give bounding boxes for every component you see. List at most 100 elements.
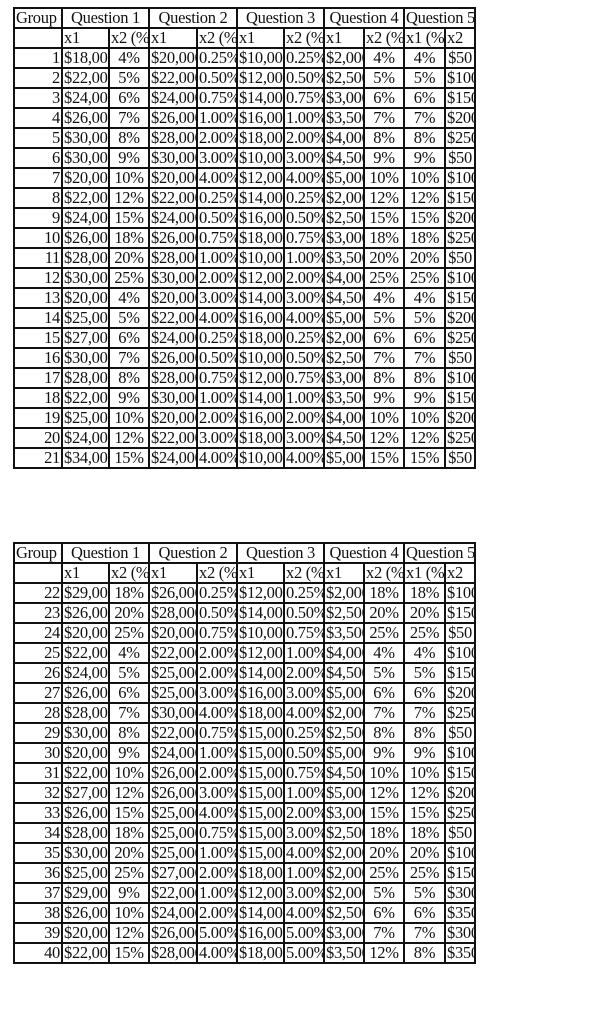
- table-cell: $28,000: [61, 247, 110, 269]
- table-cell: $20,000: [61, 622, 110, 644]
- table-cell: $24,000: [61, 427, 110, 449]
- table-cell: $4,000: [323, 407, 365, 429]
- table-cell: 2.00%: [283, 662, 325, 684]
- table-cell: $26,000: [61, 602, 110, 624]
- table-cell: $30,000: [61, 147, 110, 169]
- table-row: 26$24,0005%$25,0002.00%$14,0002.00%$4,50…: [13, 662, 476, 684]
- table-cell: $5,000: [323, 682, 365, 704]
- subheader: x2 (%): [196, 27, 238, 49]
- table-cell: $30,000: [61, 347, 110, 369]
- table-cell: $50: [444, 47, 476, 69]
- table-cell: $250: [444, 702, 476, 724]
- table-cell: 10%: [108, 902, 150, 924]
- table-cell: 0.50%: [283, 602, 325, 624]
- table-cell: 25%: [403, 267, 446, 289]
- table-cell: $5,000: [323, 742, 365, 764]
- table-cell: $22,000: [148, 882, 198, 904]
- table-cell: 10%: [403, 762, 446, 784]
- table-cell: $26,000: [61, 682, 110, 704]
- table-cell: 8%: [403, 127, 446, 149]
- table-cell: 6%: [403, 87, 446, 109]
- table-cell: $25,000: [148, 662, 198, 684]
- table-cell: 5.00%: [196, 922, 238, 944]
- table-cell: 5%: [363, 307, 405, 329]
- table-cell: $150: [444, 762, 476, 784]
- table-row: 23$26,00020%$28,0000.50%$14,0000.50%$2,5…: [13, 602, 476, 624]
- table-cell: $250: [444, 802, 476, 824]
- table-cell: 0.75%: [196, 722, 238, 744]
- table-cell: 0.75%: [196, 622, 238, 644]
- table-row: 34$28,00018%$25,0000.75%$15,0003.00%$2,5…: [13, 822, 476, 844]
- table-cell: 10%: [403, 407, 446, 429]
- question-header: Question 3: [236, 542, 325, 564]
- table-cell: 2.00%: [283, 127, 325, 149]
- table-cell: 4.00%: [283, 902, 325, 924]
- table-cell: 4%: [363, 642, 405, 664]
- table-cell: 20%: [363, 247, 405, 269]
- table-cell: $250: [444, 127, 476, 149]
- table-cell: $25,000: [61, 407, 110, 429]
- subheader: x2 (%): [108, 562, 150, 584]
- table-cell: $16,000: [236, 682, 285, 704]
- table-cell: 8%: [403, 942, 446, 964]
- table-cell: 4.00%: [283, 307, 325, 329]
- table-cell: 25%: [108, 622, 150, 644]
- table-cell: 15%: [108, 942, 150, 964]
- table-cell: $4,500: [323, 427, 365, 449]
- table-cell: 6%: [108, 682, 150, 704]
- table-cell: $25,000: [148, 822, 198, 844]
- table-row: 20$24,00012%$22,0003.00%$18,0003.00%$4,5…: [13, 427, 476, 449]
- table-cell: $100: [444, 842, 476, 864]
- subheader: x1: [236, 27, 285, 49]
- table-row: 7$20,00010%$20,0004.00%$12,0004.00%$5,00…: [13, 167, 476, 189]
- table-cell: $150: [444, 662, 476, 684]
- table-cell: 20%: [403, 842, 446, 864]
- table-cell: 15%: [108, 207, 150, 229]
- table-cell: 1.00%: [196, 842, 238, 864]
- table-cell: 1.00%: [196, 247, 238, 269]
- table-cell: $50: [444, 622, 476, 644]
- table-cell: 4.00%: [196, 702, 238, 724]
- table-cell: $26,000: [148, 582, 198, 604]
- group-number: 21: [13, 447, 63, 469]
- table-cell: $22,000: [148, 642, 198, 664]
- group-number: 6: [13, 147, 63, 169]
- table-cell: $100: [444, 367, 476, 389]
- table-cell: 1.00%: [283, 107, 325, 129]
- table-cell: $20,000: [61, 742, 110, 764]
- table-cell: 10%: [363, 762, 405, 784]
- table-cell: 25%: [108, 862, 150, 884]
- table-cell: 0.25%: [283, 722, 325, 744]
- table-cell: 9%: [403, 387, 446, 409]
- table-cell: 5%: [108, 307, 150, 329]
- table-cell: 0.50%: [283, 207, 325, 229]
- table-cell: 1.00%: [196, 882, 238, 904]
- table-cell: 10%: [108, 407, 150, 429]
- subheader: x1 (%): [403, 27, 446, 49]
- table-cell: 4.00%: [283, 842, 325, 864]
- table-cell: 2.00%: [196, 662, 238, 684]
- table-cell: $18,000: [236, 862, 285, 884]
- group-number: 32: [13, 782, 63, 804]
- table-cell: $150: [444, 87, 476, 109]
- table-cell: 0.50%: [283, 347, 325, 369]
- table-cell: 9%: [363, 742, 405, 764]
- table-row: 30$20,0009%$24,0001.00%$15,0000.50%$5,00…: [13, 742, 476, 764]
- table-cell: $20,000: [61, 167, 110, 189]
- table-cell: 12%: [403, 782, 446, 804]
- table-cell: $2,000: [323, 47, 365, 69]
- table-cell: 7%: [108, 107, 150, 129]
- table-cell: 12%: [403, 427, 446, 449]
- table-cell: $20,000: [148, 287, 198, 309]
- table-cell: 0.25%: [196, 582, 238, 604]
- table-cell: $3,000: [323, 922, 365, 944]
- table-cell: $12,000: [236, 67, 285, 89]
- table-cell: 5%: [363, 67, 405, 89]
- table-cell: $18,000: [236, 327, 285, 349]
- table-cell: $150: [444, 187, 476, 209]
- table-cell: 5%: [108, 67, 150, 89]
- table-cell: $22,000: [61, 642, 110, 664]
- table-cell: $5,000: [323, 307, 365, 329]
- table-cell: $3,500: [323, 247, 365, 269]
- table-cell: $250: [444, 327, 476, 349]
